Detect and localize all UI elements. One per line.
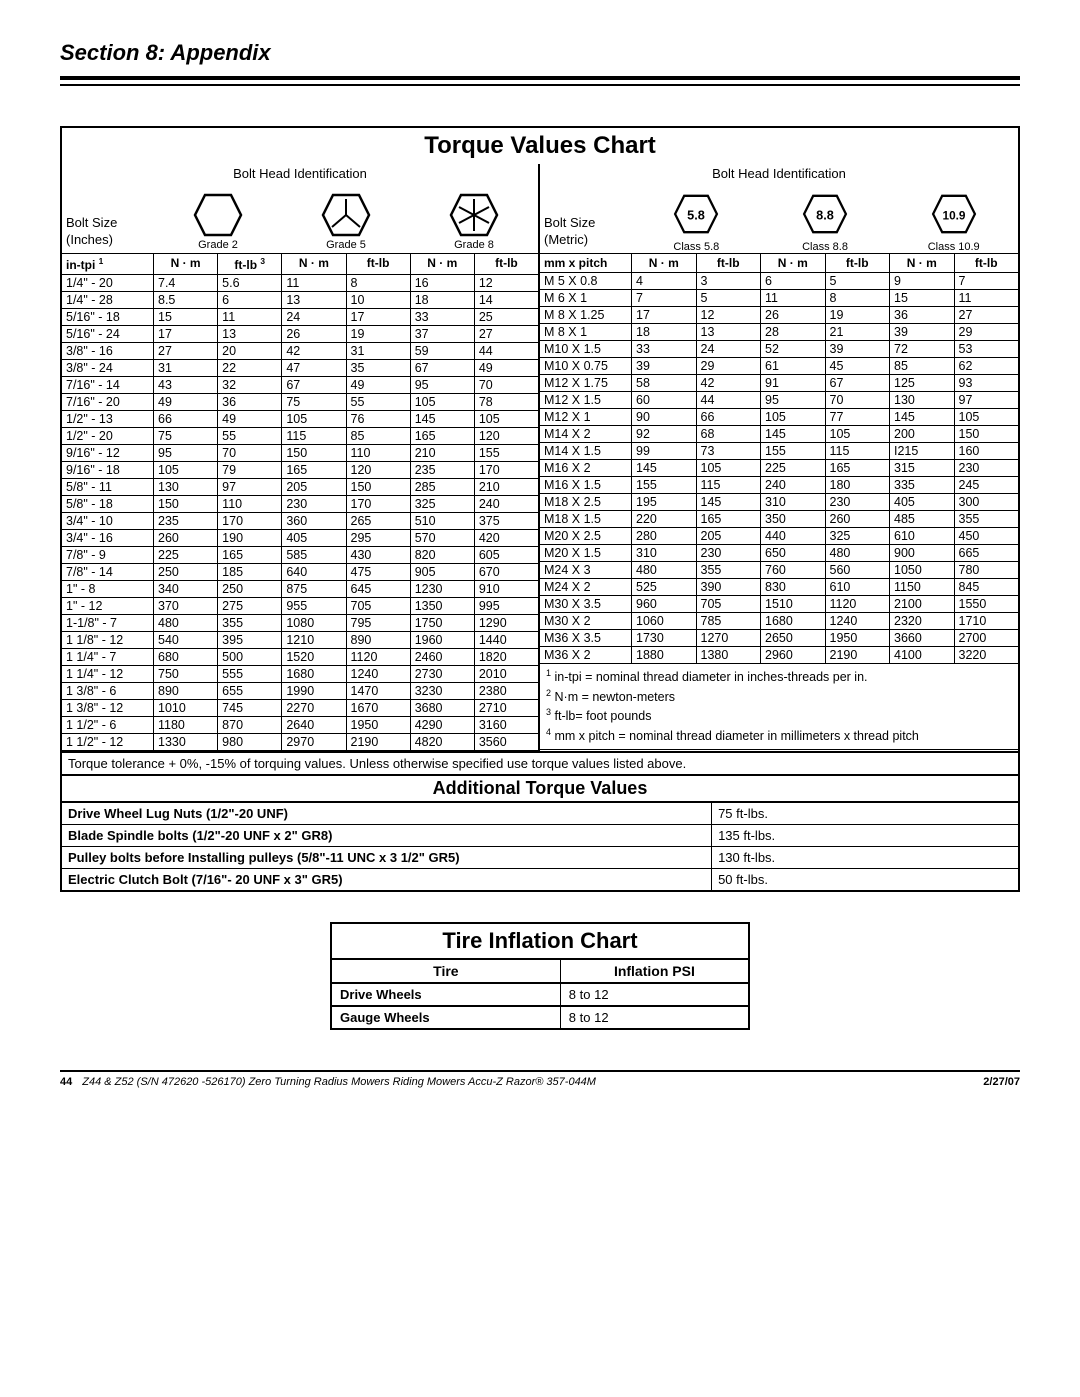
table-row: M12 X 1.755842916712593	[540, 375, 1018, 392]
table-row: 1/4" - 207.45.61181612	[62, 275, 538, 292]
bolt-head-id-label-metric: Bolt Head Identification	[540, 166, 1018, 181]
table-row: 7/16" - 204936755510578	[62, 394, 538, 411]
table-row: 7/8" - 9225165585430820605	[62, 547, 538, 564]
table-row: 1 1/8" - 12540395121089019601440	[62, 632, 538, 649]
table-row: M12 X 1906610577145105	[540, 409, 1018, 426]
footer-date: 2/27/07	[983, 1076, 1020, 1088]
table-row: 5/16" - 18151124173325	[62, 309, 538, 326]
table-row: 9/16" - 1810579165120235170	[62, 462, 538, 479]
table-row: M16 X 2145105225165315230	[540, 460, 1018, 477]
bolt-head-id-label: Bolt Head Identification	[62, 166, 538, 181]
table-row: Drive Wheels8 to 12	[330, 984, 750, 1007]
table-row: 5/16" - 24171326193727	[62, 326, 538, 343]
grade-5-icon: Grade 5	[282, 193, 410, 253]
table-row: 1 1/4" - 127505551680124027302010	[62, 666, 538, 683]
table-row: Electric Clutch Bolt (7/16"- 20 UNF x 3"…	[62, 869, 1018, 890]
table-row: M 6 X 1751181511	[540, 290, 1018, 307]
table-row: M18 X 2.5195145310230405300	[540, 494, 1018, 511]
table-row: 1 3/8" - 1210107452270167036802710	[62, 700, 538, 717]
table-row: Drive Wheel Lug Nuts (1/2"-20 UNF)75 ft-…	[62, 803, 1018, 825]
metric-unit-header: mm x pitch N · mft-lb N · mft-lb N · mft…	[540, 254, 1018, 273]
table-row: M30 X 210607851680124023201710	[540, 613, 1018, 630]
table-row: 3/8" - 24312247356749	[62, 360, 538, 377]
table-row: M30 X 3.59607051510112021001550	[540, 596, 1018, 613]
svg-text:8.8: 8.8	[816, 207, 834, 222]
additional-torque-table: Drive Wheel Lug Nuts (1/2"-20 UNF)75 ft-…	[60, 803, 1020, 892]
table-row: 1-1/8" - 7480355108079517501290	[62, 615, 538, 632]
tire-chart: Tire Inflation Chart TireInflation PSI D…	[330, 922, 750, 1030]
table-row: 1" - 123702759557051350995	[62, 598, 538, 615]
table-row: 1 1/2" - 1213309802970219048203560	[62, 734, 538, 751]
additional-torque-title: Additional Torque Values	[60, 776, 1020, 803]
table-row: 5/8" - 1113097205150285210	[62, 479, 538, 496]
table-row: M 5 X 0.8436597	[540, 273, 1018, 290]
grade-2-icon: Grade 2	[154, 193, 282, 253]
svg-text:10.9: 10.9	[942, 208, 965, 222]
table-row: 1/2" - 20755511585165120	[62, 428, 538, 445]
page-number: 44	[60, 1076, 72, 1088]
grade-8-icon: Grade 8	[410, 193, 538, 253]
bolt-size-metric-label: Bolt Size(Metric)	[540, 211, 632, 253]
footer-text: Z44 & Z52 (S/N 472620 -526170) Zero Turn…	[82, 1076, 983, 1088]
section-heading: Section 8: Appendix	[60, 40, 1020, 66]
inch-unit-header: in-tpi 1 N · mft-lb 3 N · mft-lb N · mft…	[62, 254, 538, 275]
table-row: M14 X 1.59973155115I215160	[540, 443, 1018, 460]
table-row: 1/2" - 13664910576145105	[62, 411, 538, 428]
table-row: 9/16" - 129570150110210155	[62, 445, 538, 462]
table-row: M20 X 1.5310230650480900665	[540, 545, 1018, 562]
table-row: 3/8" - 16272042315944	[62, 343, 538, 360]
table-row: 7/8" - 14250185640475905670	[62, 564, 538, 581]
torque-table: Bolt Head Identification Bolt Size(Inche…	[60, 164, 1020, 753]
table-row: 3/4" - 10235170360265510375	[62, 513, 538, 530]
table-row: M20 X 2.5280205440325610450	[540, 528, 1018, 545]
page-footer: 44 Z44 & Z52 (S/N 472620 -526170) Zero T…	[60, 1070, 1020, 1088]
bolt-size-inches-label: Bolt Size(Inches)	[62, 211, 154, 253]
tolerance-note: Torque tolerance + 0%, -15% of torquing …	[60, 753, 1020, 776]
tire-header: TireInflation PSI	[330, 960, 750, 984]
table-row: M 8 X 1181328213929	[540, 324, 1018, 341]
table-row: M24 X 34803557605601050780	[540, 562, 1018, 579]
table-row: M24 X 25253908306101150845	[540, 579, 1018, 596]
svg-text:5.8: 5.8	[687, 207, 705, 222]
table-row: M12 X 1.56044957013097	[540, 392, 1018, 409]
class-109-icon: 10.9 Class 10.9	[889, 194, 1018, 253]
table-row: M14 X 29268145105200150	[540, 426, 1018, 443]
table-row: M36 X 3.5173012702650195036602700	[540, 630, 1018, 647]
table-row: Pulley bolts before Installing pulleys (…	[62, 847, 1018, 869]
table-row: M16 X 1.5155115240180335245	[540, 477, 1018, 494]
table-row: 3/4" - 16260190405295570420	[62, 530, 538, 547]
footnotes: 1 in-tpi = nominal thread diameter in in…	[540, 664, 1018, 750]
table-row: 1" - 83402508756451230910	[62, 581, 538, 598]
table-row: M10 X 1.5332452397253	[540, 341, 1018, 358]
double-rule	[60, 76, 1020, 86]
table-row: 1/4" - 288.5613101814	[62, 292, 538, 309]
table-row: Gauge Wheels8 to 12	[330, 1007, 750, 1030]
table-row: M18 X 1.5220165350260485355	[540, 511, 1018, 528]
class-88-icon: 8.8 Class 8.8	[761, 194, 890, 253]
table-row: M36 X 2188013802960219041003220	[540, 647, 1018, 664]
torque-inches: Bolt Head Identification Bolt Size(Inche…	[62, 164, 540, 751]
table-row: 1 3/8" - 68906551990147032302380	[62, 683, 538, 700]
torque-metric: Bolt Head Identification Bolt Size(Metri…	[540, 164, 1018, 751]
class-58-icon: 5.8 Class 5.8	[632, 194, 761, 253]
table-row: M 8 X 1.25171226193627	[540, 307, 1018, 324]
table-row: 5/8" - 18150110230170325240	[62, 496, 538, 513]
torque-title: Torque Values Chart	[60, 126, 1020, 164]
tire-title: Tire Inflation Chart	[330, 922, 750, 960]
table-row: 7/16" - 14433267499570	[62, 377, 538, 394]
table-row: 1 1/2" - 611808702640195042903160	[62, 717, 538, 734]
table-row: Blade Spindle bolts (1/2"-20 UNF x 2" GR…	[62, 825, 1018, 847]
table-row: 1 1/4" - 76805001520112024601820	[62, 649, 538, 666]
table-row: M10 X 0.75392961458562	[540, 358, 1018, 375]
